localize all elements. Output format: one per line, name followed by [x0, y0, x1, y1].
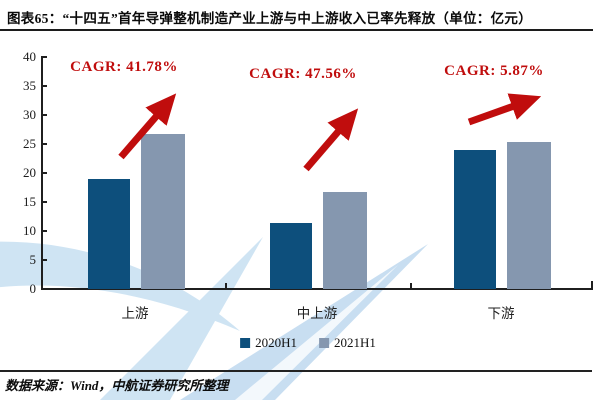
y-axis-tick-mark [41, 85, 47, 87]
legend-label: 2020H1 [255, 335, 297, 350]
x-axis-label-下游: 下游 [487, 306, 515, 321]
bar-2021H1-上游 [140, 133, 185, 289]
x-axis-tick-mark [410, 283, 412, 288]
growth-arrow-icon [118, 93, 177, 160]
bar-2020H1-中上游 [269, 222, 312, 289]
y-axis-tick-mark [41, 230, 47, 232]
legend-item-2020H1: 2020H1 [240, 335, 297, 351]
bar-2020H1-下游 [453, 149, 496, 289]
figure-title: 图表65：“十四五”首年导弹整机制造产业上游与中上游收入已率先释放（单位：亿元） [7, 11, 532, 26]
y-axis-tick-label: 40 [23, 49, 36, 64]
cagr-annotation: CAGR: 5.87% [444, 63, 544, 79]
bar-2021H1-中上游 [322, 191, 367, 289]
legend-item-2021H1: 2021H1 [319, 335, 376, 351]
y-axis-tick-label: 5 [29, 252, 37, 267]
y-axis-tick-label: 25 [23, 136, 36, 151]
legend-label: 2021H1 [334, 335, 376, 350]
y-axis-tick-label: 35 [23, 78, 36, 93]
cagr-annotation: CAGR: 41.78% [70, 59, 178, 75]
title-divider-line [0, 29, 593, 32]
y-axis-tick-mark [41, 56, 47, 58]
data-source-note: 数据来源：Wind，中航证券研究所整理 [5, 378, 229, 393]
bar-2020H1-上游 [87, 179, 130, 289]
cagr-annotation: CAGR: 47.56% [249, 66, 357, 82]
y-axis-tick-label: 10 [23, 223, 36, 238]
legend-swatch-icon [319, 338, 329, 348]
y-axis-tick-mark [41, 114, 47, 116]
footer-divider-line [0, 370, 592, 372]
x-axis-label-上游: 上游 [121, 306, 149, 321]
growth-arrow-icon [303, 108, 359, 172]
y-axis-tick-label: 30 [23, 107, 36, 122]
x-axis-end-tick [590, 281, 593, 288]
x-axis-line [40, 287, 593, 291]
x-axis-label-中上游: 中上游 [296, 306, 338, 321]
growth-arrow-icon [467, 93, 542, 126]
y-axis-tick-label: 20 [23, 165, 36, 180]
y-axis-line [40, 56, 43, 290]
y-axis-tick-mark [41, 259, 47, 261]
y-axis-tick-mark [41, 143, 47, 145]
bar-2021H1-下游 [506, 141, 551, 289]
chart-legend: 2020H1 2021H1 [240, 335, 376, 351]
x-axis-tick-mark [225, 283, 227, 288]
y-axis-tick-mark [41, 172, 47, 174]
legend-swatch-icon [240, 338, 251, 348]
y-axis-tick-label: 0 [29, 281, 37, 296]
y-axis-tick-mark [41, 201, 47, 203]
y-axis-tick-label: 15 [23, 194, 36, 209]
